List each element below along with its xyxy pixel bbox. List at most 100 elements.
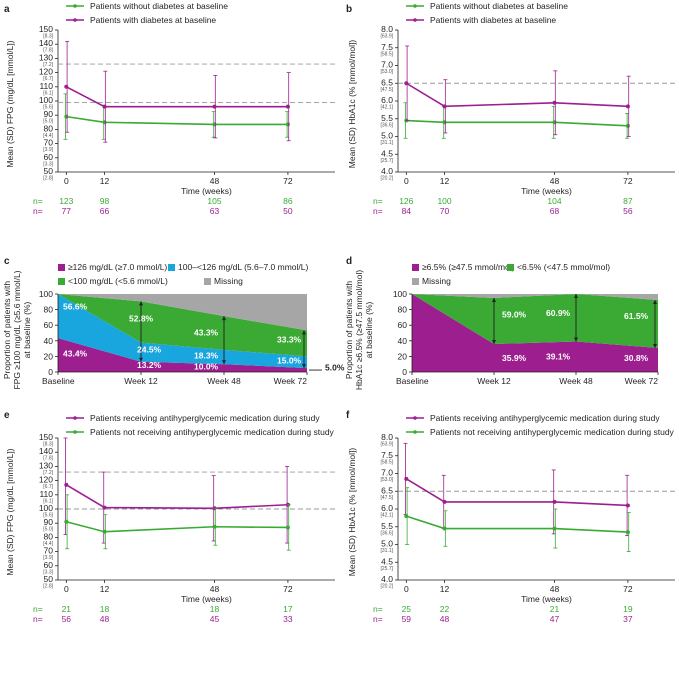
y-tick-label-d-5: 100: [393, 289, 407, 299]
y-tick-label-c-2: 40: [44, 336, 54, 346]
n-value-e-0-3: 33: [283, 614, 293, 624]
x-tick-label-e-3: 72: [283, 584, 293, 594]
y-tick-label-f-8: 8.0: [381, 432, 393, 442]
y-axis-label-line-c-2: at baseline (%): [22, 301, 32, 358]
x-axis-label-e: Time (weeks): [181, 594, 232, 604]
y-tick-label-f-6: 7.0: [381, 468, 393, 478]
x-tick-label-d-0: Baseline: [396, 376, 429, 386]
y-tick-label-e-10: 150: [39, 432, 53, 442]
legend-marker-a-0: [73, 4, 77, 8]
legend-label-d-1: <6.5% (<47.5 mmol/mol): [517, 262, 610, 272]
y-axis-label-line-d-1: HbA1c ≥6.5% (≥47.5 mmol/mol): [354, 270, 364, 391]
y-tick-label-c-4: 80: [44, 305, 54, 315]
series-line-a-0: [66, 115, 288, 126]
y-tick-sub-b-0: [20.2]: [380, 176, 393, 182]
y-tick-label-b-3: 5.5: [381, 113, 393, 123]
y-tick-sub-f-0: [20.2]: [380, 584, 393, 590]
legend-label-b-1: Patients with diabetes at baseline: [430, 15, 556, 25]
x-tick-label-c-0: Baseline: [42, 376, 75, 386]
legend-swatch-c-3: [204, 278, 211, 285]
series-line-b-1: [405, 82, 628, 108]
y-axis-label-line-d-0: Proportion of patients with: [344, 281, 354, 380]
y-tick-sub-e-0: [2.8]: [43, 584, 53, 590]
n-value-e-1-0: 21: [62, 604, 72, 614]
n-value-f-1-3: 19: [623, 604, 633, 614]
area-band-d-0: [412, 294, 658, 372]
data-point-e-0-1: [102, 505, 107, 510]
data-point-a-0-3: [285, 122, 290, 127]
legend-label-d-0: ≥6.5% (≥47.5 mmol/mol): [422, 262, 515, 272]
n-value-f-1-2: 21: [550, 604, 560, 614]
range-arrowhead-bottom-d-2: [574, 337, 578, 342]
y-axis-label-line-c-0: Proportion of patients with: [2, 281, 12, 380]
n-value-e-0-2: 45: [210, 614, 220, 624]
legend-label-f-0: Patients receiving antihyperglycemic med…: [430, 413, 660, 423]
x-tick-label-a-3: 72: [283, 176, 293, 186]
y-tick-sub-e-6: [6.1]: [43, 498, 53, 504]
x-tick-label-f-3: 72: [623, 584, 633, 594]
value-label-c-blue-1: 24.5%: [137, 345, 162, 355]
y-tick-label-b-8: 8.0: [381, 24, 393, 34]
range-arrowhead-top-d-3: [653, 300, 657, 305]
range-arrowhead-top-c-3: [302, 330, 306, 335]
y-axis-label-c: Proportion of patients withFPG ≥100 mg/d…: [2, 270, 32, 389]
x-tick-label-e-0: 0: [64, 584, 69, 594]
panel-f-letter: f: [346, 410, 350, 421]
n-value-a-0-3: 86: [283, 196, 293, 206]
x-tick-label-c-1: Week 12: [124, 376, 158, 386]
value-label-c-green-0: 52.8%: [129, 313, 154, 323]
n-label-f-0: n=: [373, 604, 383, 614]
y-tick-sub-a-0: [2.8]: [43, 176, 53, 182]
y-tick-label-f-0: 4.0: [381, 574, 393, 584]
n-value-f-1-0: 25: [402, 604, 412, 614]
value-label-c-purple-2: 10.0%: [194, 362, 219, 372]
y-tick-label-d-3: 60: [398, 320, 408, 330]
panel-e-letter: e: [4, 410, 10, 421]
x-tick-label-a-0: 0: [64, 176, 69, 186]
y-axis-label-f: Mean (SD) HbA1c (% [mmol/mol]): [347, 448, 357, 577]
y-tick-sub-f-8: [63.9]: [380, 442, 393, 448]
y-tick-sub-a-6: [6.1]: [43, 90, 53, 96]
x-tick-label-d-3: Week 72: [625, 376, 659, 386]
data-point-a-0-1: [102, 120, 107, 125]
legend-label-c-2: <100 mg/dL (<5.6 mmol/L): [68, 276, 168, 286]
y-tick-sub-f-6: [53.0]: [380, 477, 393, 483]
x-tick-label-b-1: 12: [440, 176, 450, 186]
y-tick-sub-b-2: [31.1]: [380, 140, 393, 146]
y-tick-sub-f-7: [58.5]: [380, 459, 393, 465]
legend-label-b-0: Patients without diabetes at baseline: [430, 1, 568, 11]
y-tick-label-c-5: 100: [39, 289, 53, 299]
panel-f-hba1c-by-medication: f Patients receiving antihyperglycemic m…: [346, 410, 675, 624]
y-tick-label-e-2: 70: [44, 546, 54, 556]
y-tick-label-a-9: 140: [39, 38, 53, 48]
n-label-e-1: n=: [33, 614, 43, 624]
panel-e-fpg-by-medication: e Patients receiving antihyperglycemic m…: [4, 410, 335, 624]
value-label-d-green-1: 60.9%: [546, 308, 571, 318]
y-tick-label-e-8: 130: [39, 460, 53, 470]
y-tick-label-b-7: 7.5: [381, 42, 393, 52]
y-tick-sub-e-3: [4.4]: [43, 541, 53, 547]
y-axis-label-a: Mean (SD) FPG (mg/dL [mmol/L]): [5, 40, 15, 167]
y-tick-label-b-0: 4.0: [381, 166, 393, 176]
data-point-f-1-3: [625, 530, 630, 535]
n-value-b-0-0: 126: [399, 196, 413, 206]
n-value-e-0-0: 56: [62, 614, 72, 624]
y-tick-label-d-1: 20: [398, 351, 408, 361]
area-band-d-1: [412, 294, 658, 348]
y-tick-sub-a-2: [3.9]: [43, 147, 53, 153]
area-band-c-1: [58, 294, 307, 369]
legend-label-d-2: Missing: [422, 276, 451, 286]
x-tick-label-d-2: Week 48: [559, 376, 593, 386]
y-tick-label-e-4: 90: [44, 517, 54, 527]
y-tick-sub-b-7: [58.5]: [380, 51, 393, 57]
data-point-f-1-2: [552, 526, 557, 531]
x-tick-label-f-2: 48: [550, 584, 560, 594]
x-tick-label-d-1: Week 12: [477, 376, 511, 386]
legend-swatch-c-0: [58, 264, 65, 271]
y-tick-sub-e-1: [3.3]: [43, 569, 53, 575]
n-value-f-0-3: 37: [623, 614, 633, 624]
series-line-b-0: [406, 119, 628, 127]
n-value-b-0-2: 104: [547, 196, 561, 206]
value-label-c-blue-0: 56.6%: [63, 302, 88, 312]
n-value-f-1-1: 22: [440, 604, 450, 614]
